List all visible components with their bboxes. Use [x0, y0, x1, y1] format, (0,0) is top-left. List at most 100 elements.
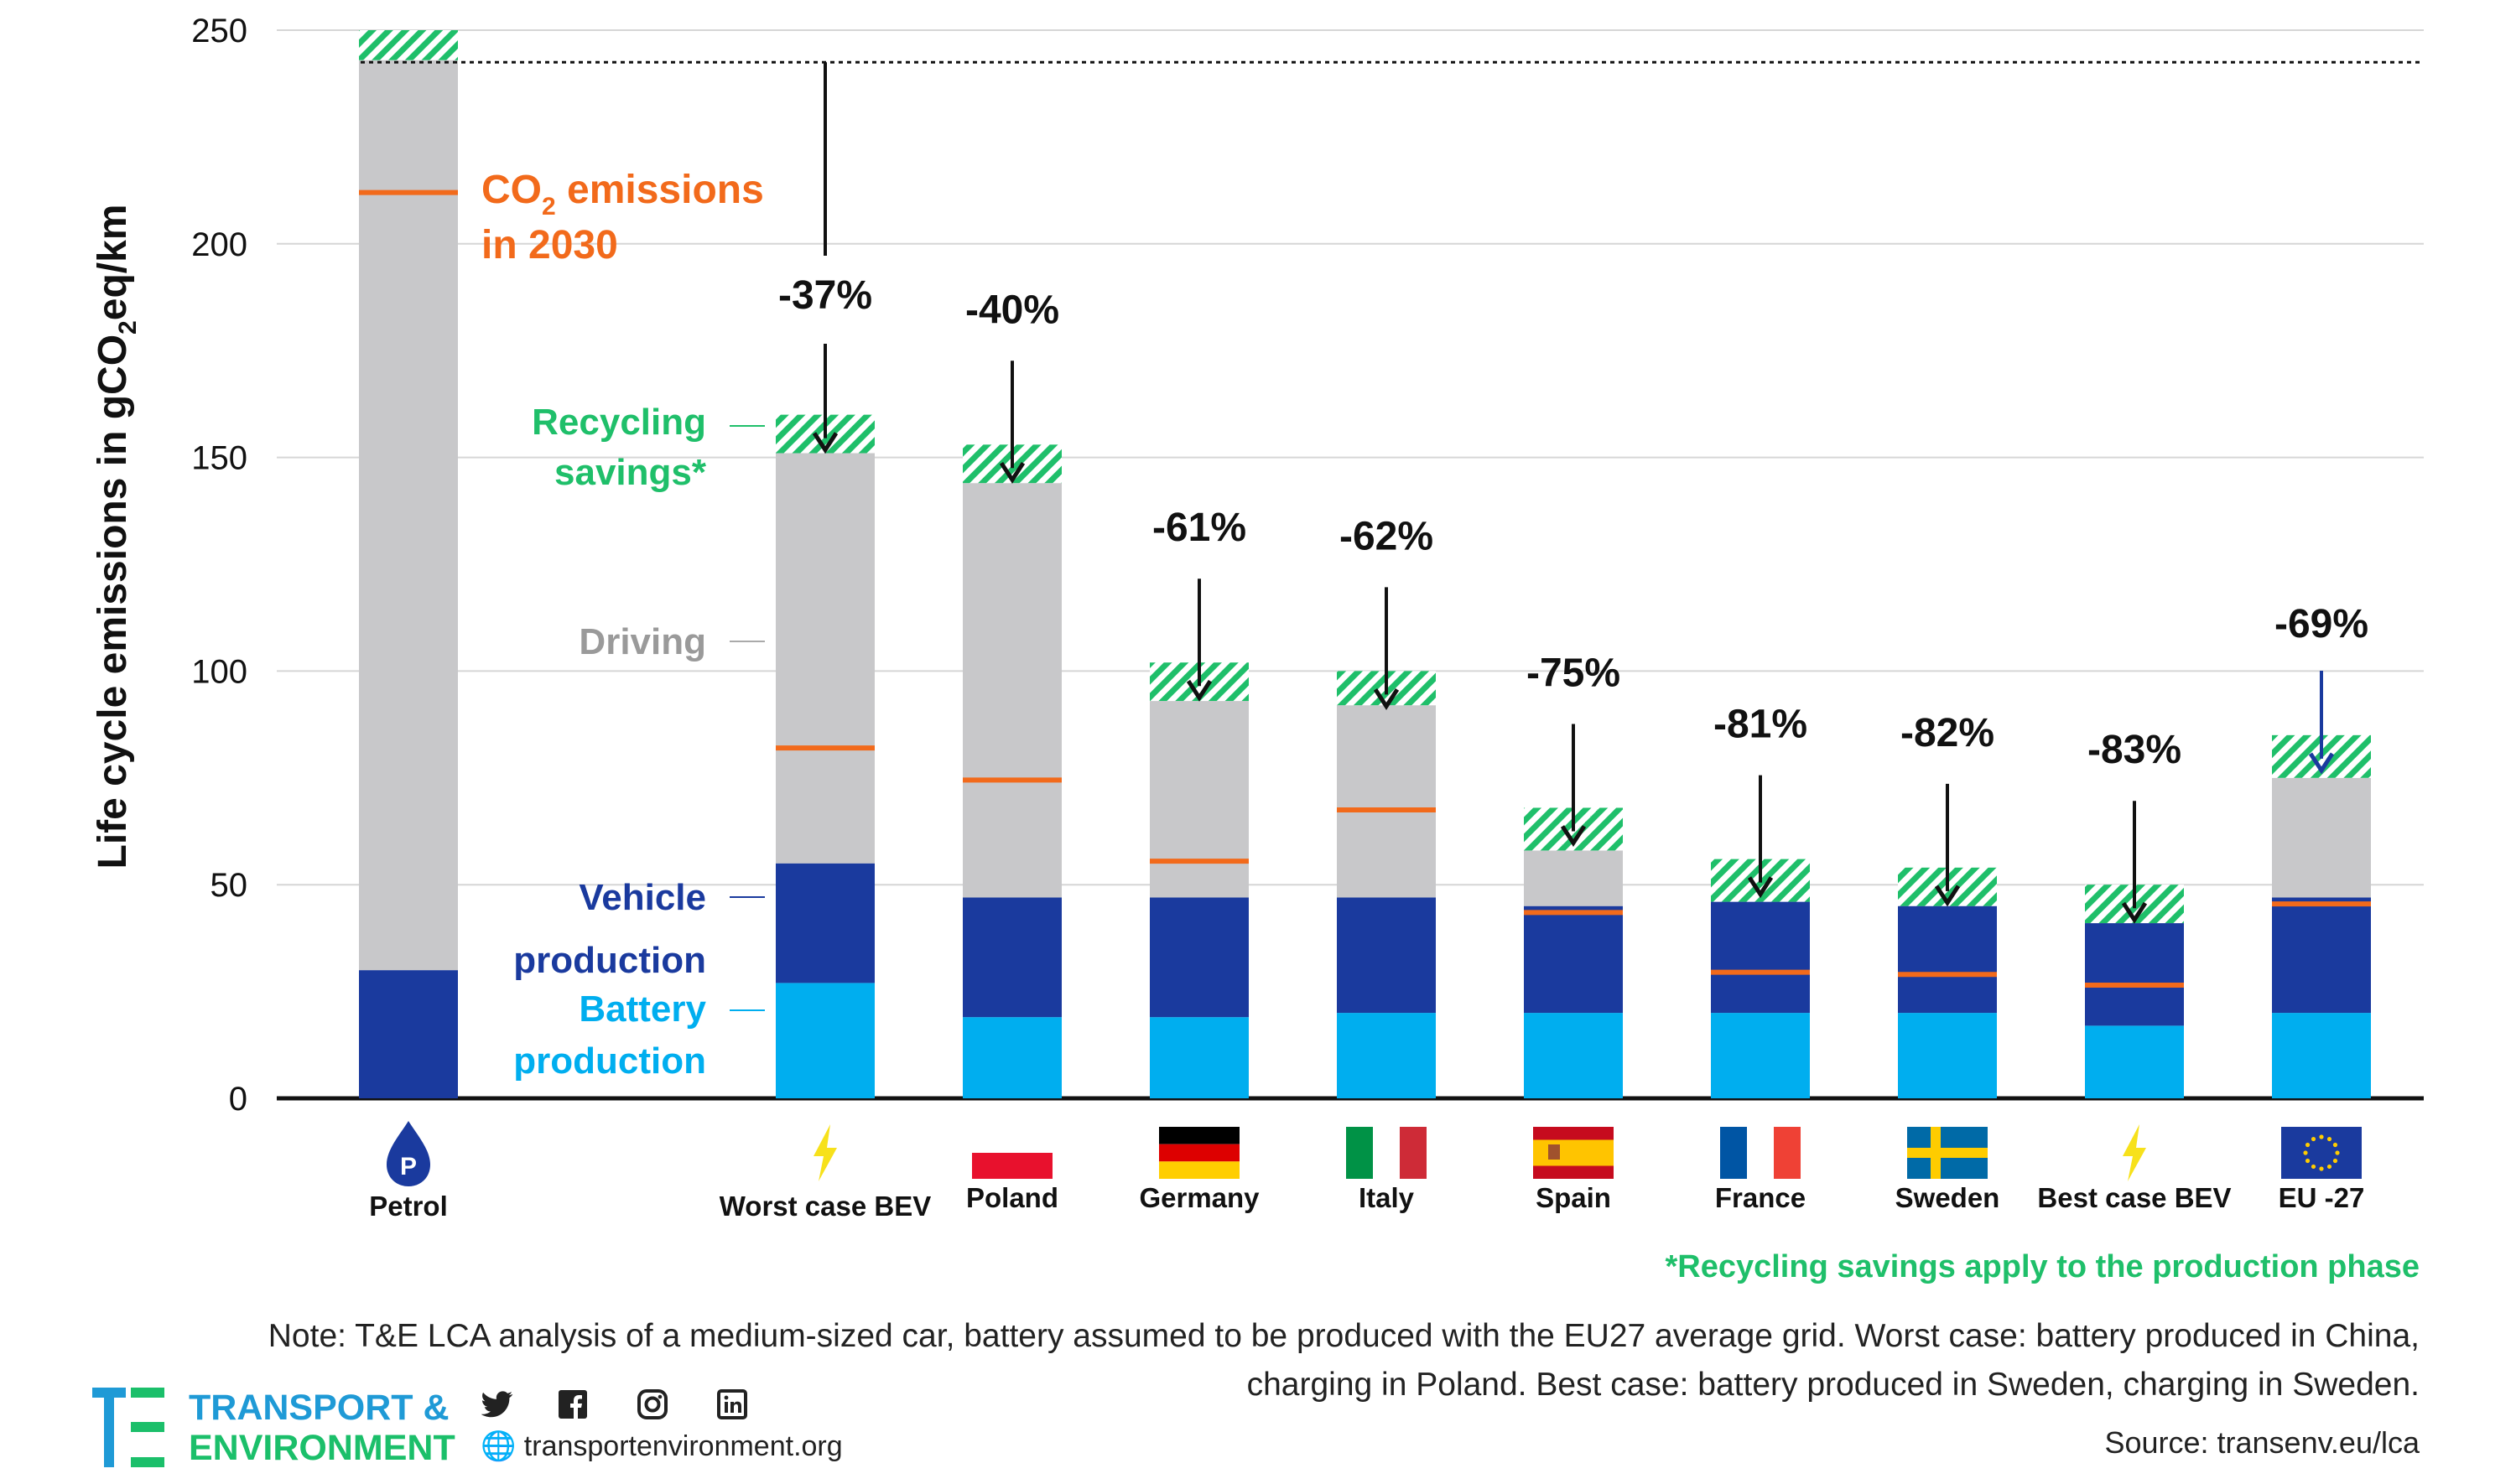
co2-label-sub: 2 [542, 193, 556, 221]
globe-icon: 🌐 [481, 1430, 517, 1462]
bar-vehicle-production [1898, 905, 1997, 1014]
labels: Petrol -37% Worst case BEV -40% Poland -61% Ge… [369, 273, 2368, 1222]
bar-vehicle-production [1711, 901, 1810, 1014]
facebook-icon[interactable] [556, 1388, 590, 1421]
reduction-label: -82% [1900, 711, 1994, 755]
y-tick-label: 200 [191, 226, 247, 263]
reduction-label: -40% [965, 288, 1059, 332]
sweden-flag-icon [1907, 1127, 1988, 1179]
driving-label: Driving [579, 621, 706, 662]
te-logo-icon [92, 1388, 164, 1467]
svg-text:CO2 emissions: CO2 emissions [481, 168, 764, 221]
bars [359, 30, 2371, 1098]
petrol-drop-icon: P [387, 1121, 430, 1186]
reduction-label: -61% [1152, 506, 1246, 550]
y-tick-label: 0 [229, 1081, 247, 1118]
bar-battery-production [2272, 1013, 2371, 1098]
reduction-label: -69% [2274, 602, 2368, 646]
co2-label-rest: emissions [556, 168, 764, 212]
reduction-label: -75% [1526, 651, 1620, 695]
germany-flag-icon [1159, 1127, 1240, 1179]
vehicle-label-1: Vehicle [579, 877, 706, 918]
category-label: Petrol [369, 1191, 448, 1222]
co2-label-line1: CO [481, 168, 542, 212]
note-line-2: charging in Poland. Best case: battery p… [1246, 1367, 2420, 1403]
battery-label-2: production [513, 1040, 706, 1082]
recycling-footnote: *Recycling savings apply to the producti… [1665, 1249, 2420, 1284]
social-links: 🌐 transportenvironment.org [481, 1388, 917, 1467]
category-label: France [1715, 1182, 1806, 1213]
co2-label-line2: in 2030 [481, 223, 618, 267]
italy-flag-icon [1346, 1127, 1427, 1179]
reduction-label: -37% [778, 273, 872, 318]
category-label: Poland [966, 1182, 1058, 1213]
lightning-icon [2123, 1124, 2146, 1181]
category-label: Worst case BEV [720, 1191, 932, 1222]
bar-battery-production [1337, 1013, 1436, 1098]
bar-vehicle-production [963, 897, 1062, 1018]
linkedin-icon[interactable] [715, 1388, 749, 1421]
note-line-1: Note: T&E LCA analysis of a medium-sized… [268, 1318, 2420, 1354]
reduction-arrowhead [1186, 679, 1213, 702]
annotation-co2: CO2 emissions in 2030 [481, 168, 764, 267]
bar-vehicle-production [1524, 905, 1623, 1014]
bar-battery-production [963, 1017, 1062, 1098]
y-tick-label: 100 [191, 653, 247, 690]
reduction-arrowhead [1373, 688, 1400, 710]
website-link[interactable]: 🌐 transportenvironment.org [481, 1430, 843, 1463]
reduction-arrowhead [2308, 752, 2335, 775]
category-label: Sweden [1895, 1182, 2000, 1213]
reduction-arrowhead [1747, 876, 1774, 899]
bar-battery-production [1150, 1017, 1249, 1098]
instagram-icon[interactable] [636, 1388, 669, 1421]
vehicle-label-2: production [513, 940, 706, 981]
annotation-legend: Recycling savings* Driving Vehicle produ… [513, 402, 707, 1082]
bar-vehicle-production [776, 863, 875, 983]
reduction-arrowhead [999, 461, 1026, 484]
bar-driving [776, 453, 875, 864]
reduction-arrowhead [1934, 885, 1961, 907]
transport-environment-logo[interactable]: TRANSPORT & ENVIRONMENT [92, 1388, 478, 1468]
chart-note: Note: T&E LCA analysis of a medium-sized… [239, 1312, 2420, 1409]
twitter-icon[interactable] [481, 1388, 514, 1421]
source-text: Source: transenv.eu/lca [2104, 1425, 2420, 1460]
reduction-arrowhead [812, 432, 839, 454]
category-label: Germany [1139, 1182, 1260, 1213]
recycling-label-2: savings* [554, 452, 707, 493]
category-label: Best case BEV [2037, 1182, 2231, 1213]
category-label: Italy [1359, 1182, 1415, 1213]
bar-driving [1337, 705, 1436, 898]
y-axis-label: Life cycle emissions in gCO2eq/km [91, 205, 142, 869]
y-tick-label: 250 [191, 13, 247, 49]
y-tick-label: 150 [191, 440, 247, 477]
website-text: transportenvironment.org [523, 1430, 843, 1462]
reduction-arrowhead [1560, 825, 1587, 848]
logo-text-transport: TRANSPORT & [189, 1388, 450, 1428]
svg-text:P: P [400, 1153, 417, 1180]
bar-vehicle-production [2272, 897, 2371, 1014]
bar-driving [963, 483, 1062, 898]
annotation-leaders [730, 425, 765, 1011]
bar-battery-production [1524, 1013, 1623, 1098]
bar-recycling-savings [359, 30, 458, 60]
bar-driving [1150, 701, 1249, 898]
bar-vehicle-production [1150, 897, 1249, 1018]
bar-battery-production [2085, 1025, 2184, 1098]
reduction-label: -83% [2087, 728, 2181, 772]
france-flag-icon [1720, 1127, 1801, 1179]
battery-label-1: Battery [579, 988, 706, 1030]
bar-driving [1524, 850, 1623, 906]
bar-driving [359, 60, 458, 971]
reduction-label: -62% [1339, 514, 1433, 558]
bar-battery-production [1898, 1013, 1997, 1098]
logo-text-environment: ENVIRONMENT [189, 1428, 455, 1468]
y-tick-label: 50 [211, 867, 248, 904]
bar-vehicle-production [1337, 897, 1436, 1014]
lightning-icon [814, 1124, 837, 1181]
category-label: Spain [1536, 1182, 1611, 1213]
eu-flag-icon [2281, 1127, 2362, 1179]
bar-battery-production [1711, 1013, 1810, 1098]
category-icons: P [387, 1121, 2362, 1186]
bar-driving [2272, 777, 2371, 898]
